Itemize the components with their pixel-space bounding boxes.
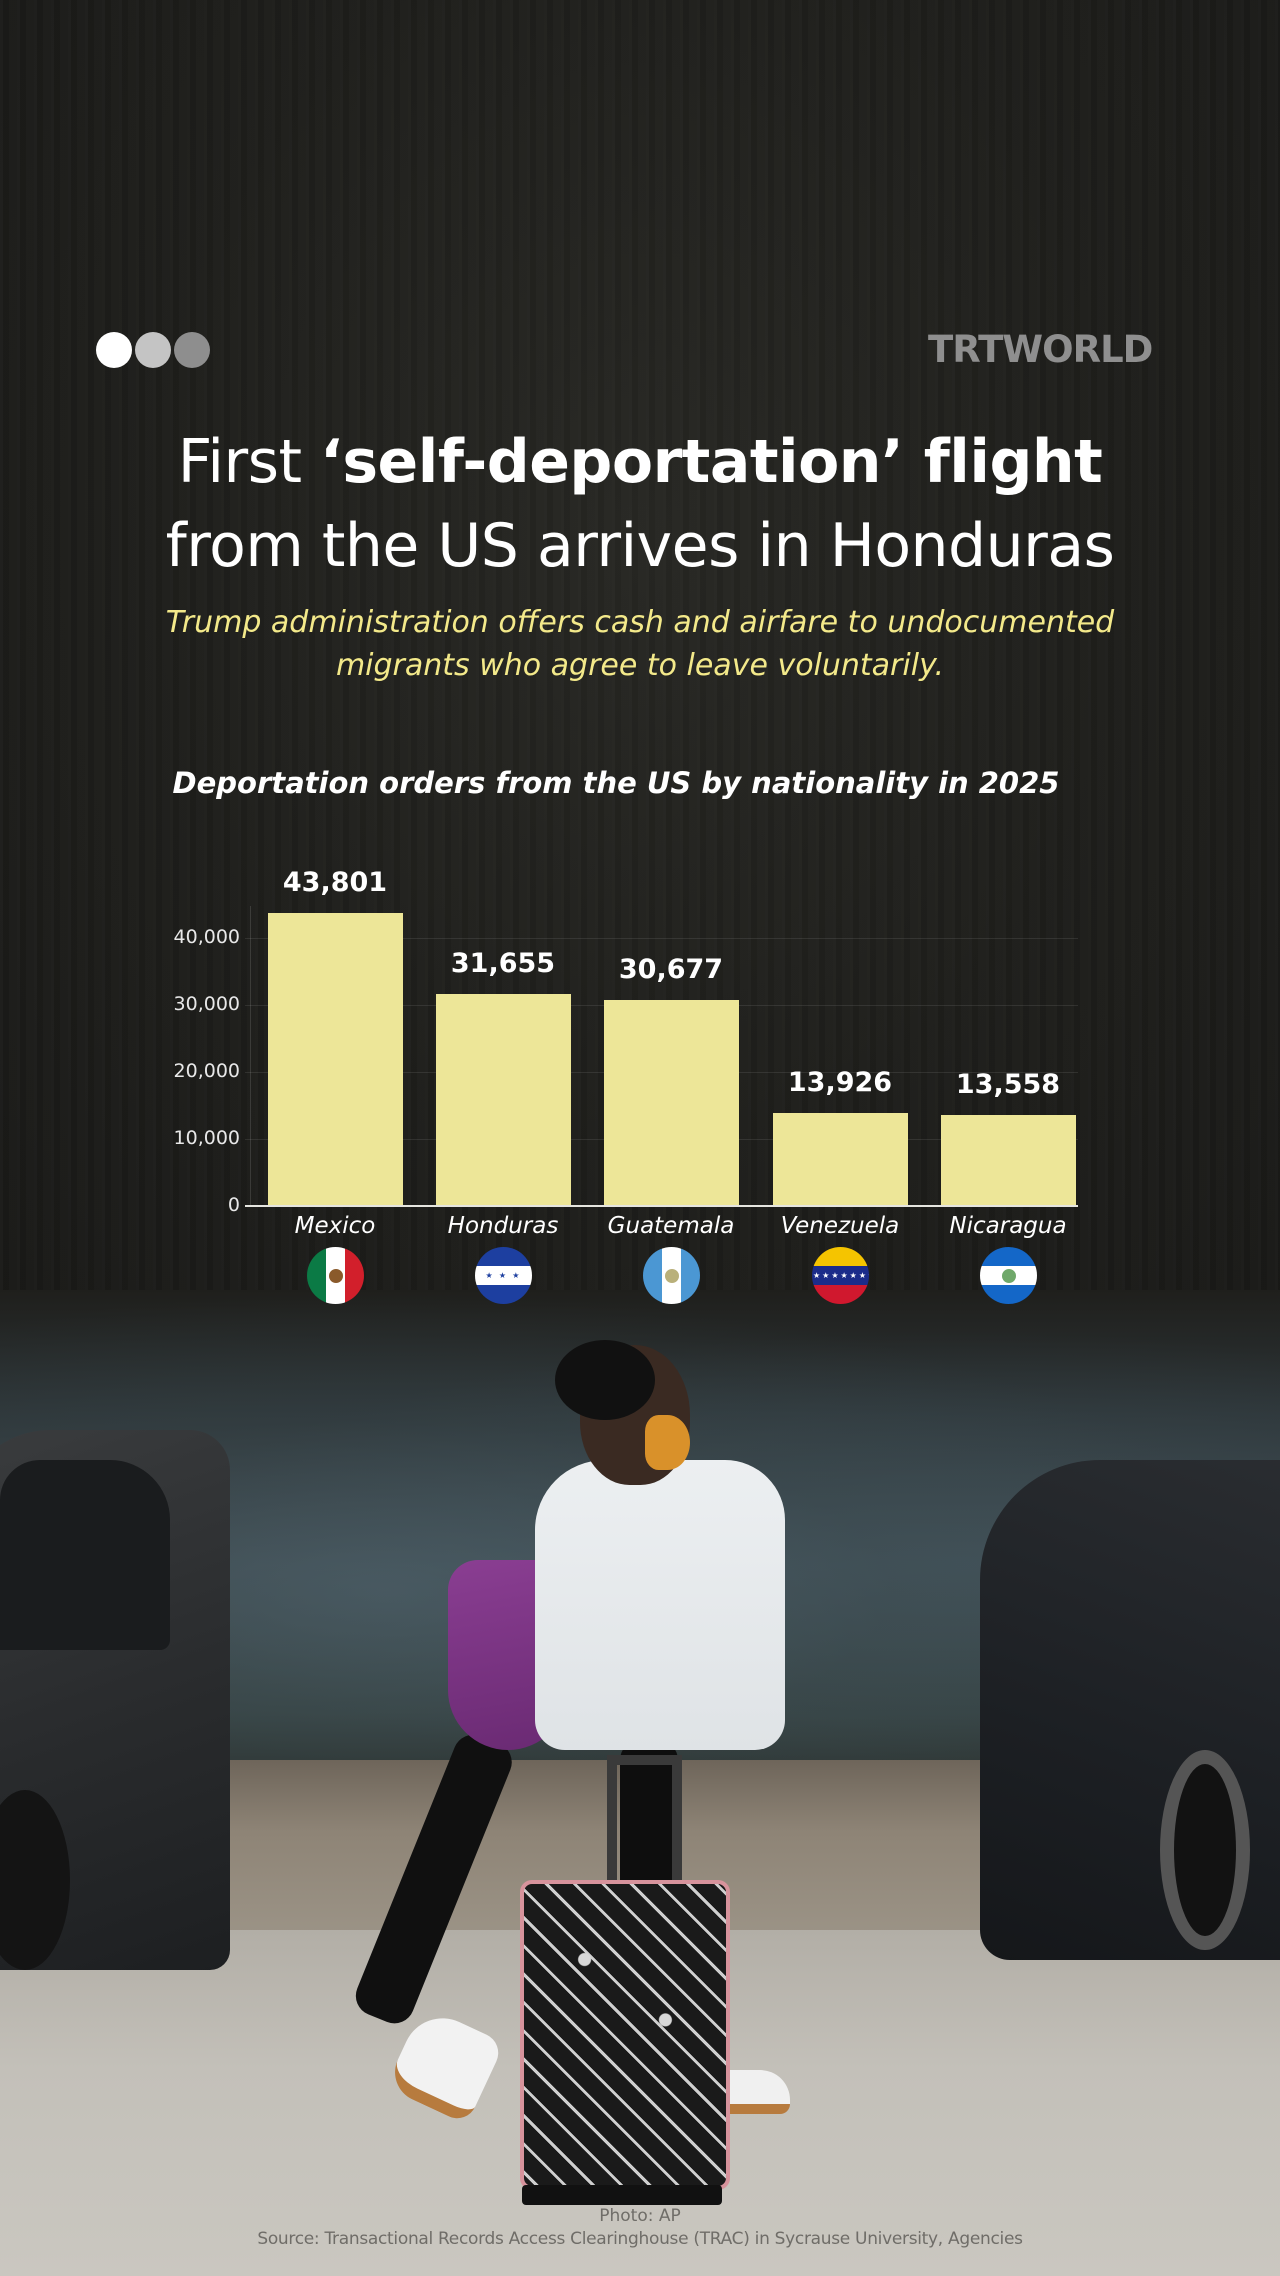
patterned-suitcase	[520, 1880, 730, 2190]
dot-icon	[135, 332, 171, 368]
car-left-window	[0, 1460, 170, 1650]
category-label: Mexico	[294, 1213, 376, 1239]
venezuela-flag-icon: ★★★★★★★★	[812, 1247, 869, 1304]
bar-value-label: 13,926	[787, 1066, 893, 1098]
headline: First ‘self-deportation’ flight from the…	[0, 420, 1280, 588]
bar-value-label: 43,801	[282, 866, 388, 898]
headline-regular: First	[177, 427, 321, 497]
bar-chart: 0 10,000 20,000 30,000 40,000 43,801 Mexico 31…	[173, 866, 1078, 1304]
headline-line2: from the US arrives in Honduras	[165, 511, 1115, 581]
bar-mexico	[268, 912, 403, 1206]
suitcase-wheels	[522, 2185, 722, 2205]
bar-guatemala	[604, 1000, 739, 1206]
nicaragua-flag-icon	[980, 1247, 1037, 1304]
suitcase-handle	[607, 1755, 682, 1895]
y-tick-label: 0	[227, 1194, 240, 1216]
x-axis-baseline	[245, 1205, 1078, 1207]
category-label: Guatemala	[607, 1213, 735, 1239]
category-label: Nicaragua	[949, 1213, 1067, 1239]
bar-value-label: 30,677	[618, 954, 724, 986]
headline-bold: ‘self-deportation’ flight	[320, 427, 1103, 497]
y-axis-line	[250, 906, 251, 1206]
category-label: Honduras	[447, 1213, 559, 1239]
honduras-flag-icon: ★ ★ ★	[475, 1247, 532, 1304]
chart-title: Deportation orders from the US by nation…	[172, 766, 1060, 800]
person-face-mask	[645, 1415, 690, 1470]
guatemala-flag-icon	[643, 1247, 700, 1304]
dot-icon	[174, 332, 210, 368]
y-tick-label: 20,000	[173, 1060, 240, 1082]
person-hair	[555, 1340, 655, 1420]
person-white-sweatshirt	[535, 1460, 785, 1750]
car-right-wheel	[1160, 1750, 1250, 1950]
bar-value-label: 31,655	[450, 947, 556, 979]
bar-venezuela	[773, 1112, 908, 1206]
photo-credit: Photo: AP	[599, 2206, 681, 2226]
gridline	[245, 938, 1078, 939]
subheadline-line1: Trump administration offers cash and air…	[165, 605, 1115, 640]
subheadline: Trump administration offers cash and air…	[0, 601, 1280, 687]
y-tick-label: 10,000	[173, 1127, 240, 1149]
source-note: Source: Transactional Records Access Cle…	[257, 2229, 1023, 2249]
subheadline-line2: migrants who agree to leave voluntarily.	[335, 648, 945, 683]
mexico-flag-icon	[307, 1247, 364, 1304]
bar-honduras	[436, 993, 571, 1206]
trt-world-logo: TRTWORLD	[928, 328, 1153, 371]
y-tick-label: 30,000	[173, 993, 240, 1015]
y-tick-label: 40,000	[173, 926, 240, 948]
brand-dots	[96, 332, 210, 368]
car-left-wheel	[0, 1790, 70, 1970]
bar-nicaragua	[941, 1115, 1076, 1206]
bar-value-label: 13,558	[955, 1069, 1061, 1101]
dot-icon	[96, 332, 132, 368]
category-label: Venezuela	[780, 1213, 900, 1239]
